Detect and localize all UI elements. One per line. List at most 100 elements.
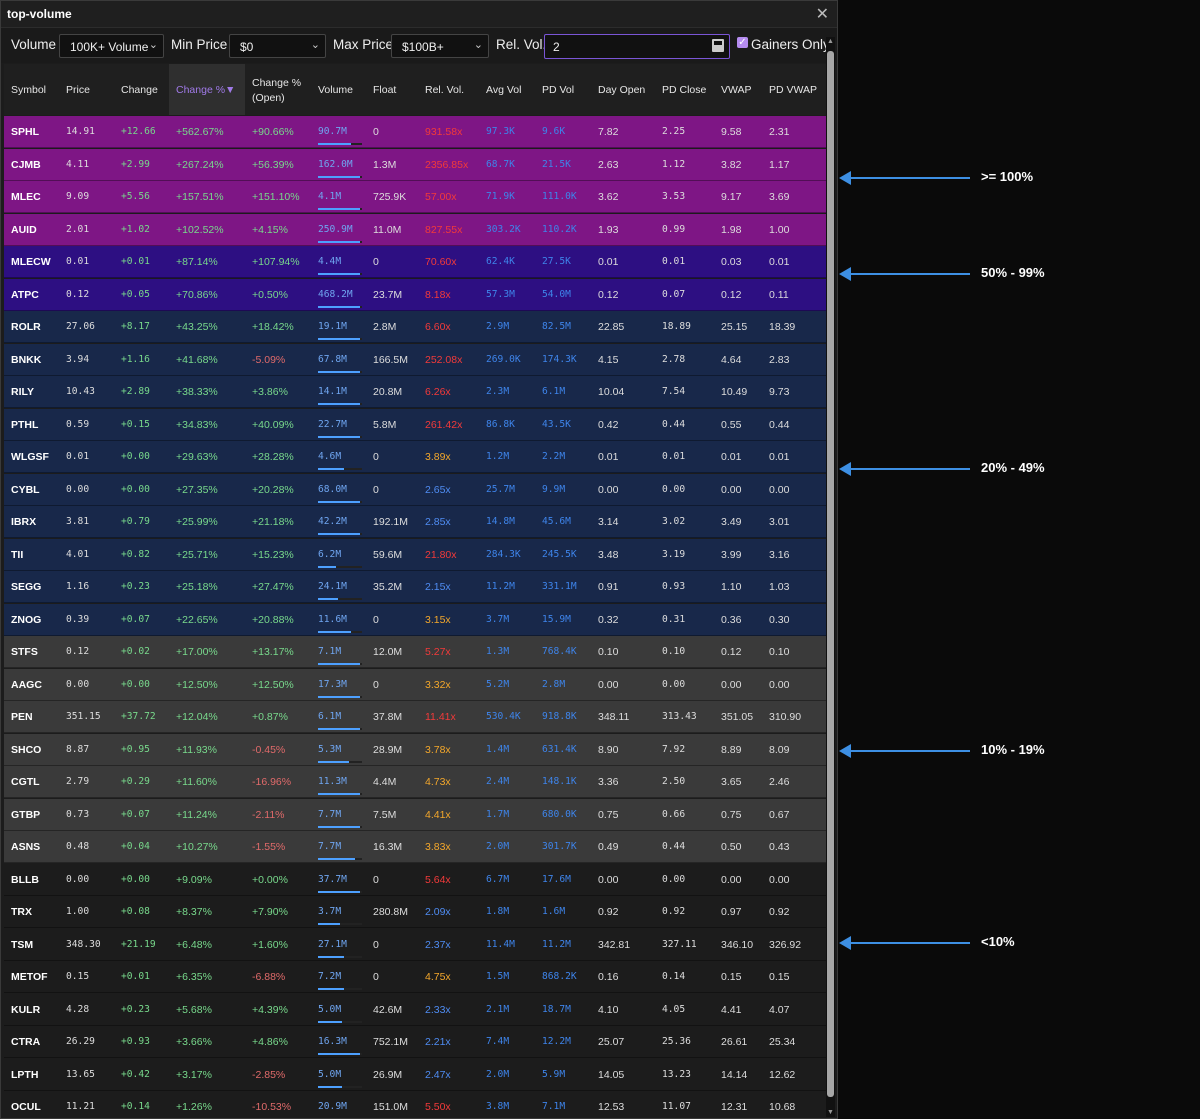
cell-day-open: 348.11	[598, 711, 630, 723]
max-price-select[interactable]: $100B+ ⌄	[391, 34, 489, 58]
cell-symbol: MLECW	[11, 256, 51, 268]
cell-pd-vol: 9.6K	[542, 126, 566, 137]
column-header-pd-vol[interactable]: PD Vol	[535, 64, 591, 115]
cell-avg-vol: 86.8K	[486, 418, 515, 430]
table-row[interactable]: PEN 351.15 +37.72 +12.04% +0.87% 6.1M 37.8M 11.…	[4, 701, 826, 733]
cell-change: +5.56	[121, 191, 150, 202]
table-row[interactable]: CGTL 2.79 +0.29 +11.60% -16.96% 11.3M 4.4M 4.73…	[4, 766, 826, 798]
table-row[interactable]: AAGC 0.00 +0.00 +12.50% +12.50% 17.3M 0 3.32x 5.…	[4, 668, 826, 701]
arrow-line	[842, 750, 970, 752]
cell-avg-vol: 2.4M	[486, 776, 510, 787]
table-row[interactable]: BLLB 0.00 +0.00 +9.09% +0.00% 37.7M 0 5.64x 6.7M…	[4, 863, 826, 896]
table-row[interactable]: MLECW 0.01 +0.01 +87.14% +107.94% 4.4M 0 70.60x…	[4, 246, 826, 278]
table-row[interactable]: RILY 10.43 +2.89 +38.33% +3.86% 14.1M 20.8M 6.2…	[4, 376, 826, 408]
column-header-float[interactable]: Float	[366, 64, 418, 115]
cell-pd-close: 18.89	[662, 321, 691, 332]
table-body: SPHL 14.91 +12.66 +562.67% +90.66% 90.7M 0 931.…	[4, 116, 826, 1118]
cell-chg-open: +0.50%	[252, 288, 288, 301]
cell-pd-vol: 174.3K	[542, 353, 577, 365]
cell-pd-vol: 148.1K	[542, 776, 577, 787]
table-row[interactable]: ROLR 27.06 +8.17 +43.25% +18.42% 19.1M 2.8M 6.6…	[4, 311, 826, 343]
table-row[interactable]: TSM 348.30 +21.19 +6.48% +1.60% 27.1M 0 2.37x 11…	[4, 928, 826, 961]
table-row[interactable]: SPHL 14.91 +12.66 +562.67% +90.66% 90.7M 0 931.…	[4, 116, 826, 148]
table-row[interactable]: METOF 0.15 +0.01 +6.35% -6.88% 7.2M 0 4.75x 1.5M…	[4, 961, 826, 993]
cell-symbol: ASNS	[11, 841, 41, 853]
table-row[interactable]: BNKK 3.94 +1.16 +41.68% -5.09% 67.8M 166.5M 252…	[4, 343, 826, 376]
column-header-chg-open[interactable]: Change % (Open)	[245, 64, 311, 115]
column-header-price[interactable]: Price	[59, 64, 114, 115]
table-row[interactable]: AUID 2.01 +1.02 +102.52% +4.15% 250.9M 11.0M 82…	[4, 213, 826, 246]
gainers-only-checkbox[interactable]: ✓	[737, 37, 748, 48]
table-row[interactable]: TRX 1.00 +0.08 +8.37% +7.90% 3.7M 280.8M 2.09x 1…	[4, 896, 826, 928]
cell-chg-pct: +3.66%	[176, 1036, 212, 1048]
table-row[interactable]: GTBP 0.73 +0.07 +11.24% -2.11% 7.7M 7.5M 4.41x 1…	[4, 798, 826, 831]
cell-price: 10.43	[66, 386, 95, 397]
cell-day-open: 0.32	[598, 613, 619, 626]
cell-float: 0	[373, 873, 379, 886]
cell-chg-pct: +17.00%	[176, 646, 218, 658]
min-price-select[interactable]: $0 ⌄	[229, 34, 326, 58]
table-row[interactable]: SEGG 1.16 +0.23 +25.18% +27.47% 24.1M 35.2M 2.1…	[4, 571, 826, 603]
column-header-rel-vol[interactable]: Rel. Vol.	[418, 64, 479, 115]
column-header-avg-vol[interactable]: Avg Vol	[479, 64, 535, 115]
close-icon[interactable]: ✕	[815, 6, 829, 23]
table-row[interactable]: ZNOG 0.39 +0.07 +22.65% +20.88% 11.6M 0 3.15x 3.…	[4, 603, 826, 636]
cell-volume: 7.2M	[318, 971, 342, 982]
table-row[interactable]: LPTH 13.65 +0.42 +3.17% -2.85% 5.0M 26.9M 2.47x…	[4, 1058, 826, 1091]
scroll-up-icon[interactable]: ▲	[827, 38, 834, 45]
table-row[interactable]: ATPC 0.12 +0.05 +70.86% +0.50% 468.2M 23.7M 8.1…	[4, 278, 826, 311]
cell-rel-vol: 2.09x	[425, 906, 451, 918]
table-row[interactable]: SHCO 8.87 +0.95 +11.93% -0.45% 5.3M 28.9M 3.78x…	[4, 733, 826, 766]
cell-float: 5.8M	[373, 418, 397, 431]
cell-day-open: 0.00	[598, 678, 619, 691]
table-row[interactable]: OCUL 11.21 +0.14 +1.26% -10.53% 20.9M 151.0M 5.…	[4, 1091, 826, 1118]
column-header-volume[interactable]: Volume	[311, 64, 366, 115]
table-row[interactable]: ASNS 0.48 +0.04 +10.27% -1.55% 7.7M 16.3M 3.83x…	[4, 831, 826, 863]
rel-vol-input[interactable]: 2	[544, 34, 730, 59]
cell-pd-vol: 110.2K	[542, 223, 577, 235]
cell-change: +0.93	[121, 1036, 150, 1047]
cell-pd-vwap: 9.73	[769, 386, 790, 398]
table-row[interactable]: CYBL 0.00 +0.00 +27.35% +20.28% 68.0M 0 2.65x 25…	[4, 473, 826, 506]
column-header-pd-close[interactable]: PD Close	[655, 64, 714, 115]
table-row[interactable]: PTHL 0.59 +0.15 +34.83% +40.09% 22.7M 5.8M 261.…	[4, 408, 826, 441]
column-header-change[interactable]: Change	[114, 64, 169, 115]
table-row[interactable]: MLEC 9.09 +5.56 +157.51% +151.10% 4.1M 725.9K 5…	[4, 181, 826, 213]
column-header-chg-pct[interactable]: Change %▼	[169, 64, 245, 115]
cell-price: 14.91	[66, 126, 95, 137]
vertical-scrollbar[interactable]: ▲ ▼	[826, 37, 835, 1117]
save-icon[interactable]	[712, 39, 724, 52]
column-header-pd-vwap[interactable]: PD VWAP	[762, 64, 819, 115]
cell-pd-close: 0.66	[662, 808, 686, 820]
cell-pd-vwap: 2.83	[769, 353, 790, 366]
cell-pd-vol: 45.6M	[542, 516, 571, 527]
table-row[interactable]: STFS 0.12 +0.02 +17.00% +13.17% 7.1M 12.0M 5.27…	[4, 636, 826, 668]
column-header-vwap[interactable]: VWAP	[714, 64, 762, 115]
table-row[interactable]: IBRX 3.81 +0.79 +25.99% +21.18% 42.2M 192.1M 2.…	[4, 506, 826, 538]
cell-price: 27.06	[66, 321, 95, 332]
cell-float: 11.0M	[373, 223, 402, 236]
column-header-day-open[interactable]: Day Open	[591, 64, 655, 115]
cell-avg-vol: 14.8M	[486, 516, 515, 527]
cell-pd-close: 2.25	[662, 126, 686, 137]
column-header-symbol[interactable]: Symbol	[4, 64, 59, 115]
table-row[interactable]: WLGSF 0.01 +0.00 +29.63% +28.28% 4.6M 0 3.89x 1.…	[4, 441, 826, 473]
scroll-down-icon[interactable]: ▼	[827, 1109, 834, 1116]
min-price-value: $0	[240, 40, 254, 54]
cell-price: 4.11	[66, 158, 90, 170]
cell-float: 1.3M	[373, 158, 397, 171]
table-row[interactable]: KULR 4.28 +0.23 +5.68% +4.39% 5.0M 42.6M 2.33x 2…	[4, 993, 826, 1026]
cell-day-open: 3.48	[598, 548, 619, 561]
volume-select[interactable]: 100K+ Volume ⌄	[59, 34, 164, 58]
scrollbar-thumb[interactable]	[827, 51, 834, 1097]
gainers-only-label[interactable]: Gainers Only	[751, 37, 830, 52]
cell-change: +0.05	[121, 288, 150, 300]
table-row[interactable]: TII 4.01 +0.82 +25.71% +15.23% 6.2M 59.6M 21.80…	[4, 538, 826, 571]
cell-pd-vwap: 0.01	[769, 256, 790, 268]
cell-pd-vol: 12.2M	[542, 1036, 571, 1047]
table-row[interactable]: CTRA 26.29 +0.93 +3.66% +4.86% 16.3M 752.1M 2.2…	[4, 1026, 826, 1058]
table-row[interactable]: CJMB 4.11 +2.99 +267.24% +56.39% 162.0M 1.3M 23…	[4, 148, 826, 181]
cell-pd-vwap: 10.68	[769, 1101, 796, 1113]
cell-vwap: 3.49	[721, 516, 742, 528]
cell-pd-vwap: 8.09	[769, 743, 790, 756]
